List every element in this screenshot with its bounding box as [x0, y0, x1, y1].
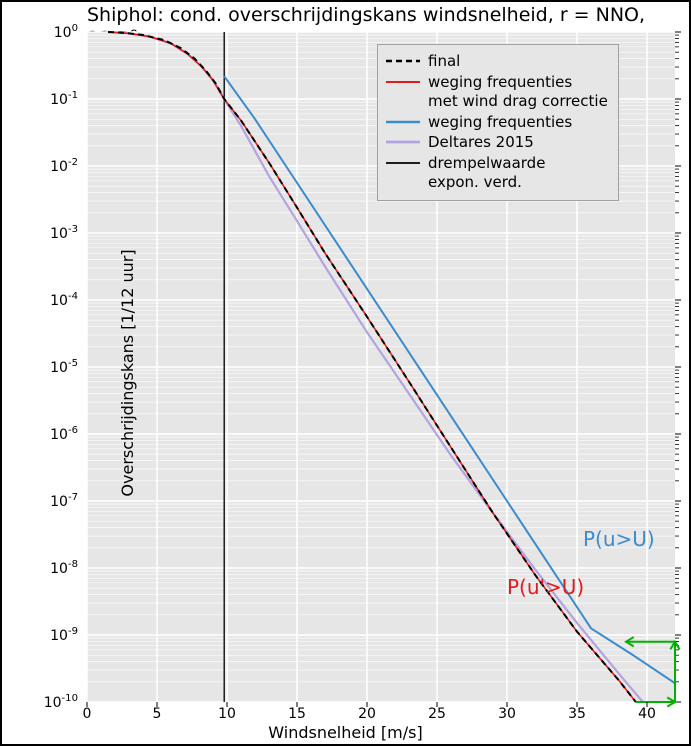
legend-swatch: [386, 113, 420, 131]
y-tick-label: 100: [54, 23, 78, 41]
legend: finalweging frequenties met wind drag co…: [377, 44, 619, 201]
legend-entry: drempelwaarde expon. verd.: [386, 154, 608, 193]
x-tick-label: 15: [288, 706, 306, 722]
y-tick-label: 10-3: [50, 224, 78, 242]
legend-entry: final: [386, 52, 608, 72]
y-tick-label: 10-8: [50, 559, 78, 577]
x-tick-label: 5: [153, 706, 162, 722]
legend-entry: weging frequenties met wind drag correct…: [386, 73, 608, 112]
y-tick-label: 10-5: [50, 358, 78, 376]
x-tick-label: 35: [568, 706, 586, 722]
legend-swatch: [386, 73, 420, 91]
annotation: P(u>U): [583, 527, 655, 551]
y-tick-label: 10-6: [50, 425, 78, 443]
legend-label: Deltares 2015: [428, 133, 534, 153]
x-axis-label: Windsnelheid [m/s]: [268, 723, 422, 742]
legend-swatch: [386, 154, 420, 172]
legend-entry: weging frequenties: [386, 113, 608, 133]
legend-swatch: [386, 52, 420, 70]
y-axis-label: Overschrijdingskans [1/12 uur]: [118, 249, 137, 496]
y-tick-label: 10-2: [50, 157, 78, 175]
y-tick-label: 10-10: [44, 693, 78, 711]
x-tick-label: 10: [218, 706, 236, 722]
x-tick-label: 40: [638, 706, 656, 722]
y-tick-label: 10-1: [50, 90, 78, 108]
x-tick-label: 30: [498, 706, 516, 722]
chart-container: Shiphol: cond. overschrijdingskans winds…: [0, 0, 691, 746]
legend-swatch: [386, 133, 420, 151]
y-tick-label: 10-7: [50, 492, 78, 510]
legend-label: drempelwaarde expon. verd.: [428, 154, 545, 193]
annotation: P(u'>U): [507, 575, 584, 599]
y-tick-label: 10-4: [50, 291, 78, 309]
legend-label: weging frequenties: [428, 113, 572, 133]
x-tick-label: 20: [358, 706, 376, 722]
x-tick-label: 0: [83, 706, 92, 722]
x-tick-label: 25: [428, 706, 446, 722]
legend-entry: Deltares 2015: [386, 133, 608, 153]
legend-label: final: [428, 52, 460, 72]
legend-label: weging frequenties met wind drag correct…: [428, 73, 608, 112]
y-tick-label: 10-9: [50, 626, 78, 644]
